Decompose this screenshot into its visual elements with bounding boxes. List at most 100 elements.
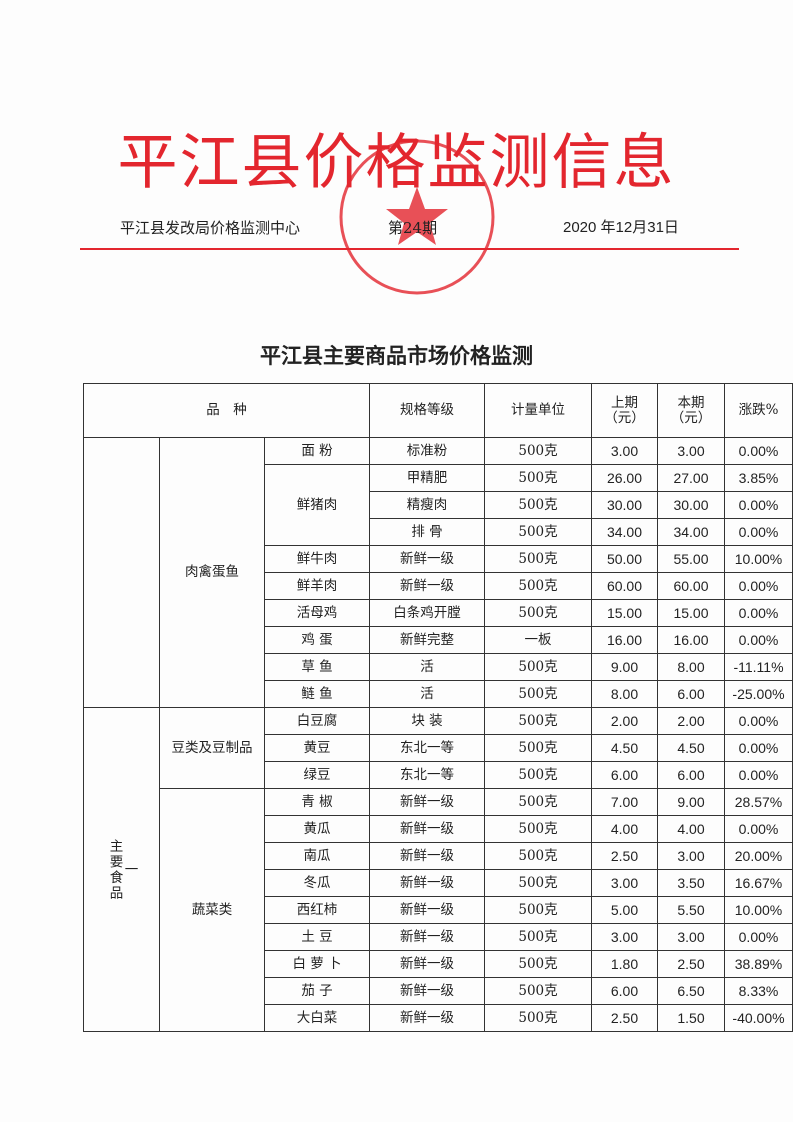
prev-price-cell: 50.00: [591, 545, 658, 573]
category-cell: 一 主要食品: [83, 707, 160, 1032]
item-cell: 冬瓜: [264, 869, 370, 897]
unit-cell: 500克: [484, 977, 592, 1005]
prev-price-cell: 34.00: [591, 518, 658, 546]
item-cell: 鸡 蛋: [264, 626, 370, 654]
curr-price-cell: 6.00: [657, 680, 725, 708]
prev-price-cell: 7.00: [591, 788, 658, 816]
red-divider: [80, 248, 739, 250]
curr-price-cell: 16.00: [657, 626, 725, 654]
item-cell: 白豆腐: [264, 707, 370, 735]
curr-price-cell: 15.00: [657, 599, 725, 627]
unit-cell: 500克: [484, 437, 592, 465]
table-row: 精瘦肉 500克 30.00 30.00 0.00%: [84, 491, 793, 519]
spec-cell: 新鲜一级: [369, 842, 485, 870]
change-cell: -25.00%: [724, 680, 793, 708]
unit-cell: 500克: [484, 680, 592, 708]
issuer: 平江县发改局价格监测中心: [120, 219, 301, 237]
unit-cell: 500克: [484, 599, 592, 627]
prev-price-cell: 3.00: [591, 869, 658, 897]
subcategory-cell: 蔬菜类: [159, 788, 265, 1032]
spec-cell: 新鲜一级: [369, 923, 485, 951]
prev-price-cell: 2.50: [591, 1004, 658, 1032]
change-cell: 0.00%: [724, 437, 793, 465]
change-cell: -11.11%: [724, 653, 793, 681]
item-cell: 鲢 鱼: [264, 680, 370, 708]
table-row: 西红柿 新鲜一级 500克 5.00 5.50 10.00%: [84, 896, 793, 924]
spec-cell: 新鲜一级: [369, 572, 485, 600]
spec-cell: 新鲜一级: [369, 950, 485, 978]
spec-cell: 标准粉: [369, 437, 485, 465]
prev-price-cell: 4.00: [591, 815, 658, 843]
table-row: 蔬菜类青 椒新鲜一级 500克 7.00 9.00 28.57%: [84, 788, 793, 1032]
curr-price-cell: 8.00: [657, 653, 725, 681]
spec-cell: 新鲜一级: [369, 896, 485, 924]
curr-price-cell: 3.50: [657, 869, 725, 897]
prev-price-cell: 1.80: [591, 950, 658, 978]
spec-cell: 精瘦肉: [369, 491, 485, 519]
change-cell: 10.00%: [724, 545, 793, 573]
unit-cell: 500克: [484, 950, 592, 978]
item-cell: 黄豆: [264, 734, 370, 762]
item-cell: 活母鸡: [264, 599, 370, 627]
unit-cell: 500克: [484, 923, 592, 951]
prev-price-cell: 3.00: [591, 923, 658, 951]
table-row: 黄瓜 新鲜一级 500克 4.00 4.00 0.00%: [84, 815, 793, 843]
header-spec: 规格等级: [369, 383, 485, 438]
prev-price-cell: 6.00: [591, 761, 658, 789]
change-cell: 10.00%: [724, 896, 793, 924]
item-cell: 鲜猪肉: [264, 464, 370, 546]
prev-price-cell: 26.00: [591, 464, 658, 492]
unit-cell: 500克: [484, 869, 592, 897]
curr-price-cell: 2.50: [657, 950, 725, 978]
curr-price-cell: 5.50: [657, 896, 725, 924]
price-table: 品 种 规格等级 计量单位 上期 （元） 本期 （元） 涨跌% 肉禽蛋鱼面 粉标…: [83, 383, 793, 1032]
table-row: 鸡 蛋新鲜完整 一板 16.00 16.00 0.00%: [84, 626, 793, 654]
spec-cell: 活: [369, 653, 485, 681]
unit-cell: 500克: [484, 545, 592, 573]
official-seal: [339, 139, 495, 295]
table-row: 一 主要食品 豆类及豆制品 白豆腐块 装 500克 2.00 2.00 0.00%: [83, 707, 793, 1032]
curr-price-cell: 4.50: [657, 734, 725, 762]
spec-cell: 新鲜完整: [369, 626, 485, 654]
curr-price-cell: 2.00: [657, 707, 725, 735]
subcategory-cell: 豆类及豆制品: [159, 707, 265, 789]
item-cell: 鲜羊肉: [264, 572, 370, 600]
unit-cell: 一板: [484, 626, 592, 654]
prev-price-cell: 9.00: [591, 653, 658, 681]
unit-cell: 500克: [484, 734, 592, 762]
issue-date: 2020 年12月31日: [563, 219, 679, 236]
change-cell: 0.00%: [724, 599, 793, 627]
curr-price-cell: 6.50: [657, 977, 725, 1005]
document-title: 平江县价格监测信息: [117, 128, 676, 198]
item-cell: 鲜牛肉: [264, 545, 370, 573]
curr-price-cell: 60.00: [657, 572, 725, 600]
change-cell: 16.67%: [724, 869, 793, 897]
item-cell: 大白菜: [264, 1004, 370, 1032]
prev-price-cell: 2.00: [591, 707, 658, 735]
unit-cell: 500克: [484, 572, 592, 600]
spec-cell: 东北一等: [369, 734, 485, 762]
prev-price-cell: 2.50: [591, 842, 658, 870]
unit-cell: 500克: [484, 788, 592, 816]
change-cell: 0.00%: [724, 734, 793, 762]
prev-price-cell: 4.50: [591, 734, 658, 762]
curr-price-cell: 1.50: [657, 1004, 725, 1032]
header-unit: 计量单位: [484, 383, 592, 438]
curr-price-cell: 6.00: [657, 761, 725, 789]
spec-cell: 新鲜一级: [369, 977, 485, 1005]
change-cell: 38.89%: [724, 950, 793, 978]
curr-price-cell: 34.00: [657, 518, 725, 546]
table-row: 大白菜 新鲜一级 500克 2.50 1.50 -40.00%: [84, 1004, 793, 1032]
table-row: 土 豆新鲜一级 500克 3.00 3.00 0.00%: [84, 923, 793, 951]
unit-cell: 500克: [484, 653, 592, 681]
table-row: 南瓜 新鲜一级 500克 2.50 3.00 20.00%: [84, 842, 793, 870]
unit-cell: 500克: [484, 491, 592, 519]
change-cell: 0.00%: [724, 707, 793, 735]
change-cell: 0.00%: [724, 923, 793, 951]
change-cell: 0.00%: [724, 626, 793, 654]
change-cell: 0.00%: [724, 518, 793, 546]
curr-price-cell: 30.00: [657, 491, 725, 519]
unit-cell: 500克: [484, 815, 592, 843]
unit-cell: 500克: [484, 707, 592, 735]
unit-cell: 500克: [484, 761, 592, 789]
